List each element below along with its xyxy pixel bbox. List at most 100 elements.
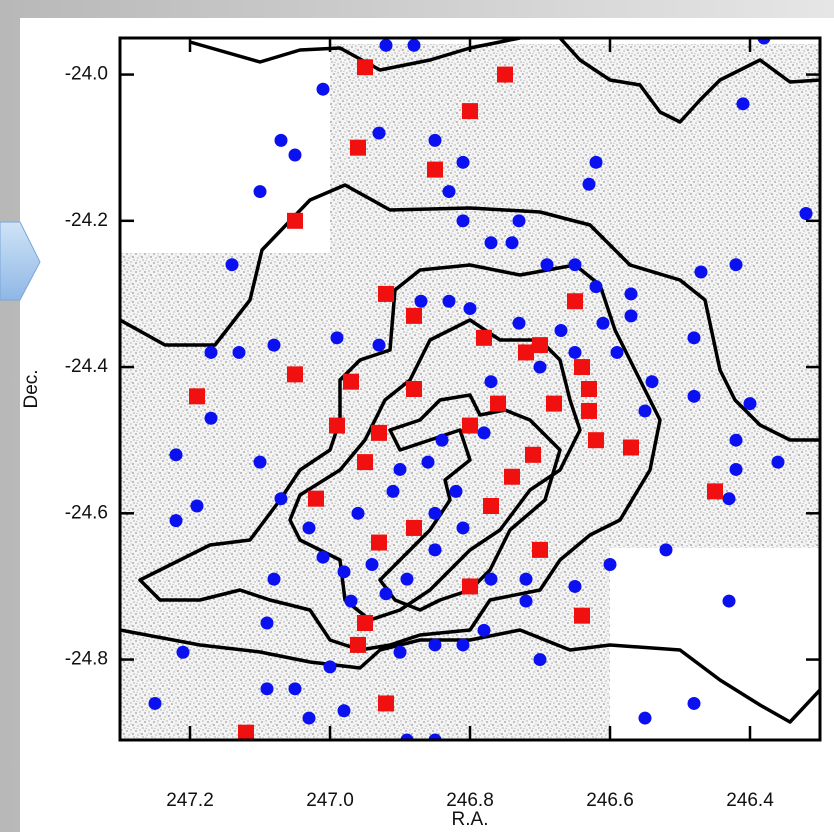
circle-marker [533,653,547,667]
circle-marker [456,638,470,652]
square-marker [525,446,541,463]
circle-marker [365,558,379,571]
square-marker [490,395,506,412]
circle-marker [351,506,365,520]
circle-marker [799,207,813,220]
circle-marker [302,521,316,535]
circle-marker [610,345,624,359]
circle-marker [624,309,638,323]
square-marker [532,541,548,558]
circle-marker [393,462,407,476]
circle-marker [344,594,358,608]
markers [148,38,813,740]
square-marker [350,139,366,156]
circle-marker [169,514,183,528]
contour [120,628,820,724]
circle-marker [596,316,610,330]
circle-marker [253,455,267,469]
circle-marker [624,287,638,301]
square-marker [406,519,422,536]
y-tick-label: -24.2 [65,210,108,231]
x-tick-label: 247.2 [166,790,214,811]
circle-marker [428,733,442,740]
square-marker [371,424,387,441]
square-marker [518,344,534,361]
circle-marker [477,426,491,440]
square-marker [406,381,422,397]
blank-region [610,548,820,740]
square-marker [357,59,373,76]
circle-marker [638,404,652,418]
circle-marker [267,572,281,586]
circle-marker [288,682,302,696]
circle-marker [204,411,218,425]
square-marker [287,366,303,383]
circle-marker [316,82,330,96]
square-marker [476,329,492,346]
square-marker [567,293,583,310]
circle-marker [533,360,547,374]
circle-marker [288,148,302,162]
circle-marker [302,711,316,725]
circle-marker [736,97,750,111]
square-marker [427,161,443,178]
circle-marker [603,558,617,571]
square-marker [581,381,597,397]
square-marker [357,454,373,471]
circle-marker [456,521,470,535]
square-marker [329,417,345,434]
square-marker [707,483,723,500]
circle-marker [477,623,491,637]
circle-marker [743,397,757,411]
square-marker [483,498,499,514]
circle-marker [512,214,526,228]
circle-marker [463,302,477,316]
circle-marker [484,236,498,250]
circle-marker [540,258,554,272]
circle-marker [169,448,183,462]
circle-marker [372,126,386,140]
circle-marker [435,433,449,447]
circle-marker [428,638,442,652]
y-axis-label: Dec. [21,369,42,408]
contour [558,38,820,124]
square-marker [343,373,359,390]
circle-marker [519,594,533,608]
circle-marker [757,38,771,45]
x-tick-label: 246.6 [586,790,634,811]
circle-marker [484,572,498,586]
circle-marker [568,579,582,593]
square-marker [532,337,548,354]
x-tick-label: 246.8 [446,790,494,811]
square-marker [546,395,562,412]
circle-marker [589,155,603,169]
circle-marker [407,38,421,52]
circle-marker [225,258,239,272]
square-marker [462,417,478,434]
circle-marker [722,594,736,608]
x-tick-label: 247.0 [306,790,354,811]
circle-marker [379,38,393,52]
square-marker [287,212,303,229]
circle-marker [484,375,498,389]
circle-marker [659,543,673,557]
circle-marker [204,345,218,359]
circle-marker [400,733,414,740]
square-marker [238,724,254,740]
circle-marker [456,214,470,228]
circle-marker [323,660,337,674]
circle-marker [512,316,526,330]
circle-marker [442,185,456,199]
contour [378,393,562,612]
circle-marker [568,258,582,272]
x-tick-label: 246.4 [726,790,774,811]
square-marker [497,66,513,83]
square-marker [504,468,520,485]
y-tick-label: -24.0 [65,64,108,85]
circle-marker [274,133,288,147]
circle-marker [148,696,162,710]
circle-marker [449,484,463,498]
circle-marker [372,338,386,352]
circle-marker [638,711,652,725]
